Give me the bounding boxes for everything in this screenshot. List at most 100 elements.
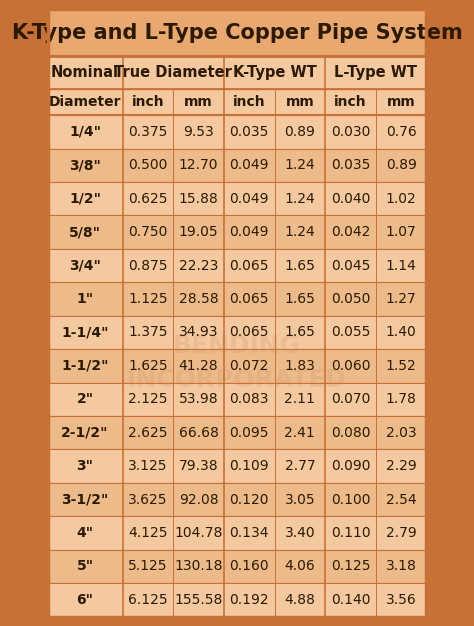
Text: 0.750: 0.750 — [128, 225, 168, 239]
Text: 1.24: 1.24 — [284, 192, 315, 206]
Text: 0.090: 0.090 — [331, 459, 370, 473]
Text: L-Type WT: L-Type WT — [334, 65, 417, 80]
Text: 5/8": 5/8" — [69, 225, 101, 239]
Text: 1.375: 1.375 — [128, 326, 168, 339]
Text: 0.192: 0.192 — [229, 593, 269, 607]
Text: 0.110: 0.110 — [331, 526, 370, 540]
Text: 3.18: 3.18 — [386, 560, 417, 573]
Text: 0.049: 0.049 — [229, 192, 269, 206]
Bar — [47, 516, 427, 550]
Text: 3.625: 3.625 — [128, 493, 168, 506]
Text: K-Type and L-Type Copper Pipe System: K-Type and L-Type Copper Pipe System — [12, 23, 462, 43]
Text: 3/4": 3/4" — [69, 259, 101, 272]
Text: Nominal: Nominal — [51, 65, 119, 80]
Text: 2.29: 2.29 — [386, 459, 417, 473]
Text: 0.120: 0.120 — [229, 493, 269, 506]
Text: mm: mm — [184, 95, 213, 109]
Text: 1.27: 1.27 — [386, 292, 417, 306]
Text: 1.78: 1.78 — [386, 393, 417, 406]
Text: 0.045: 0.045 — [331, 259, 370, 272]
Text: 4.88: 4.88 — [284, 593, 315, 607]
Text: inch: inch — [132, 95, 164, 109]
Text: Diameter: Diameter — [49, 95, 121, 109]
Text: 12.70: 12.70 — [179, 158, 219, 172]
Text: 4.125: 4.125 — [128, 526, 168, 540]
Text: 2": 2" — [76, 393, 94, 406]
Text: 2.54: 2.54 — [386, 493, 417, 506]
Text: 2.41: 2.41 — [284, 426, 315, 439]
Text: 22.23: 22.23 — [179, 259, 219, 272]
Text: 3.125: 3.125 — [128, 459, 168, 473]
Text: 0.109: 0.109 — [229, 459, 269, 473]
Text: 6": 6" — [77, 593, 93, 607]
Text: 2.03: 2.03 — [386, 426, 417, 439]
Text: 92.08: 92.08 — [179, 493, 219, 506]
Text: 1.65: 1.65 — [284, 326, 315, 339]
Text: 3.56: 3.56 — [386, 593, 417, 607]
Text: 66.68: 66.68 — [179, 426, 219, 439]
Text: 0.040: 0.040 — [331, 192, 370, 206]
Bar — [47, 282, 427, 316]
Text: 79.38: 79.38 — [179, 459, 219, 473]
Text: 1.40: 1.40 — [386, 326, 417, 339]
Text: 155.58: 155.58 — [174, 593, 223, 607]
Text: 0.035: 0.035 — [229, 125, 269, 139]
Text: 0.095: 0.095 — [229, 426, 269, 439]
Bar — [47, 550, 427, 583]
Text: 0.072: 0.072 — [229, 359, 269, 373]
Text: 1": 1" — [76, 292, 94, 306]
Text: 3/8": 3/8" — [69, 158, 101, 172]
Text: 2.11: 2.11 — [284, 393, 315, 406]
Text: 1.125: 1.125 — [128, 292, 168, 306]
Text: 0.100: 0.100 — [331, 493, 370, 506]
Bar — [47, 316, 427, 349]
Text: 41.28: 41.28 — [179, 359, 219, 373]
Text: 9.53: 9.53 — [183, 125, 214, 139]
Text: 0.500: 0.500 — [128, 158, 168, 172]
Text: 0.160: 0.160 — [229, 560, 269, 573]
Text: 0.055: 0.055 — [331, 326, 370, 339]
Text: 2.625: 2.625 — [128, 426, 168, 439]
Text: 2.125: 2.125 — [128, 393, 168, 406]
Text: 1-1/4": 1-1/4" — [61, 326, 109, 339]
Text: inch: inch — [233, 95, 265, 109]
Text: 4": 4" — [76, 526, 94, 540]
Text: 130.18: 130.18 — [174, 560, 223, 573]
Text: inch: inch — [334, 95, 367, 109]
Bar — [47, 382, 427, 416]
Text: 0.065: 0.065 — [229, 326, 269, 339]
Text: 6.125: 6.125 — [128, 593, 168, 607]
Text: 5": 5" — [76, 560, 94, 573]
Text: 0.375: 0.375 — [128, 125, 168, 139]
Text: 19.05: 19.05 — [179, 225, 219, 239]
Bar — [47, 215, 427, 249]
Text: 1.52: 1.52 — [386, 359, 417, 373]
Bar — [47, 583, 427, 617]
Text: 5.125: 5.125 — [128, 560, 168, 573]
Text: mm: mm — [387, 95, 416, 109]
Text: 0.140: 0.140 — [331, 593, 370, 607]
Bar — [47, 416, 427, 449]
Text: 1.24: 1.24 — [284, 158, 315, 172]
Text: 0.030: 0.030 — [331, 125, 370, 139]
Text: 28.58: 28.58 — [179, 292, 219, 306]
Text: 0.125: 0.125 — [331, 560, 370, 573]
Text: 1.83: 1.83 — [284, 359, 315, 373]
Text: K-Type WT: K-Type WT — [233, 65, 317, 80]
Text: 0.060: 0.060 — [331, 359, 370, 373]
Text: 3.40: 3.40 — [284, 526, 315, 540]
Text: 0.134: 0.134 — [229, 526, 269, 540]
Text: 2.77: 2.77 — [284, 459, 315, 473]
Text: 0.049: 0.049 — [229, 225, 269, 239]
Text: 1/4": 1/4" — [69, 125, 101, 139]
Text: 0.065: 0.065 — [229, 259, 269, 272]
Text: 34.93: 34.93 — [179, 326, 219, 339]
Text: 0.080: 0.080 — [331, 426, 370, 439]
Bar — [47, 56, 427, 89]
Text: 1.07: 1.07 — [386, 225, 417, 239]
Bar — [47, 89, 427, 115]
Text: 1.65: 1.65 — [284, 292, 315, 306]
Text: 0.625: 0.625 — [128, 192, 168, 206]
Text: 4.06: 4.06 — [284, 560, 315, 573]
Text: 0.083: 0.083 — [229, 393, 269, 406]
